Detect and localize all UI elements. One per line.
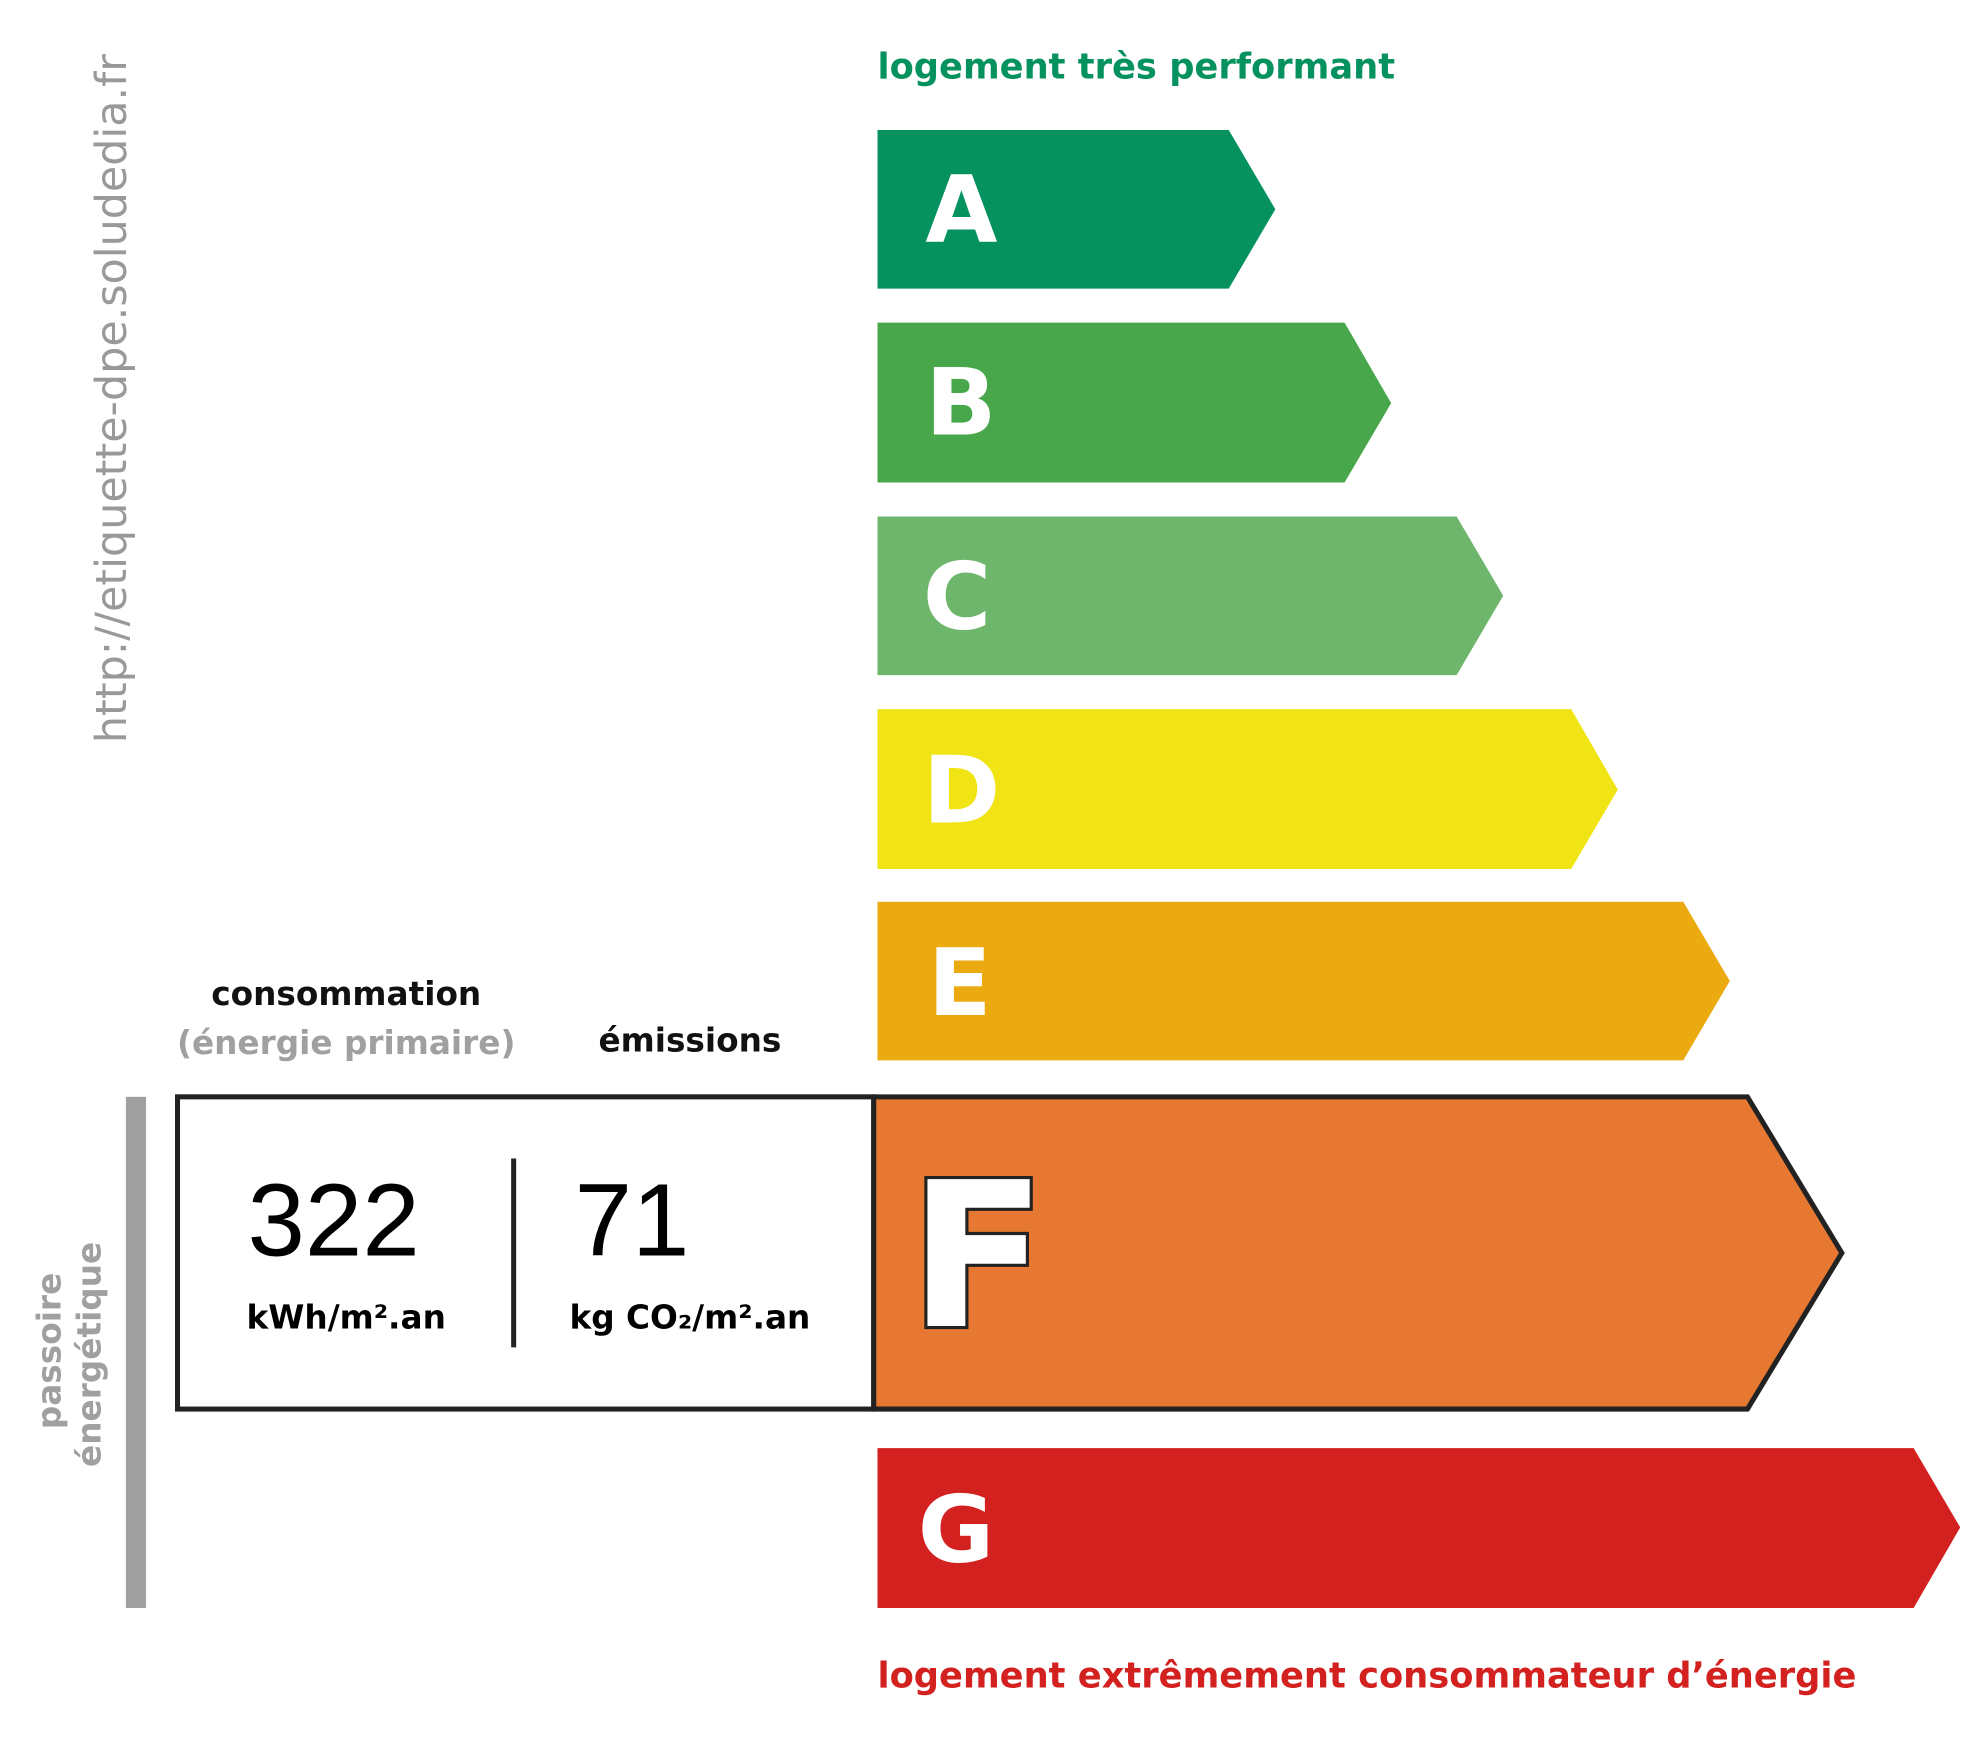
class-letter: B — [925, 349, 996, 457]
class-letter: A — [925, 156, 997, 264]
top-label: logement très performant — [878, 46, 1396, 87]
consumption-value: 322 — [248, 1162, 420, 1277]
class-G-bar: G — [877, 1448, 1961, 1608]
current-class-F-bar: F 322 kWh/m².an 71 kg CO₂/m².an — [174, 1094, 1845, 1412]
consumption-title: consommation — [211, 975, 481, 1013]
class-letter: E — [928, 929, 992, 1037]
emissions-value: 71 — [575, 1162, 690, 1277]
passoire-bracket — [125, 1096, 147, 1608]
side-label-line1: passoire — [30, 1273, 68, 1429]
class-A-bar: A — [877, 129, 1276, 289]
class-E-bar: E — [877, 901, 1730, 1061]
class-D-bar: D — [877, 709, 1618, 869]
emissions-title: émissions — [598, 1022, 781, 1060]
class-letter: C — [923, 543, 991, 651]
class-B-bar: B — [877, 322, 1392, 483]
bottom-label: logement extrêmement consommateur d’éner… — [878, 1655, 1857, 1696]
consumption-subtitle: (énergie primaire) — [177, 1024, 515, 1062]
class-letter: G — [918, 1475, 994, 1583]
consumption-unit: kWh/m².an — [247, 1298, 446, 1336]
source-url: http://etiquette-dpe.soludedia.fr — [87, 54, 137, 743]
class-C-bar: C — [877, 516, 1504, 676]
class-letter: D — [923, 736, 1000, 844]
class-letter: F — [909, 1139, 1047, 1374]
side-label-line2: énergétique — [71, 1242, 109, 1467]
emissions-unit: kg CO₂/m².an — [569, 1298, 810, 1336]
